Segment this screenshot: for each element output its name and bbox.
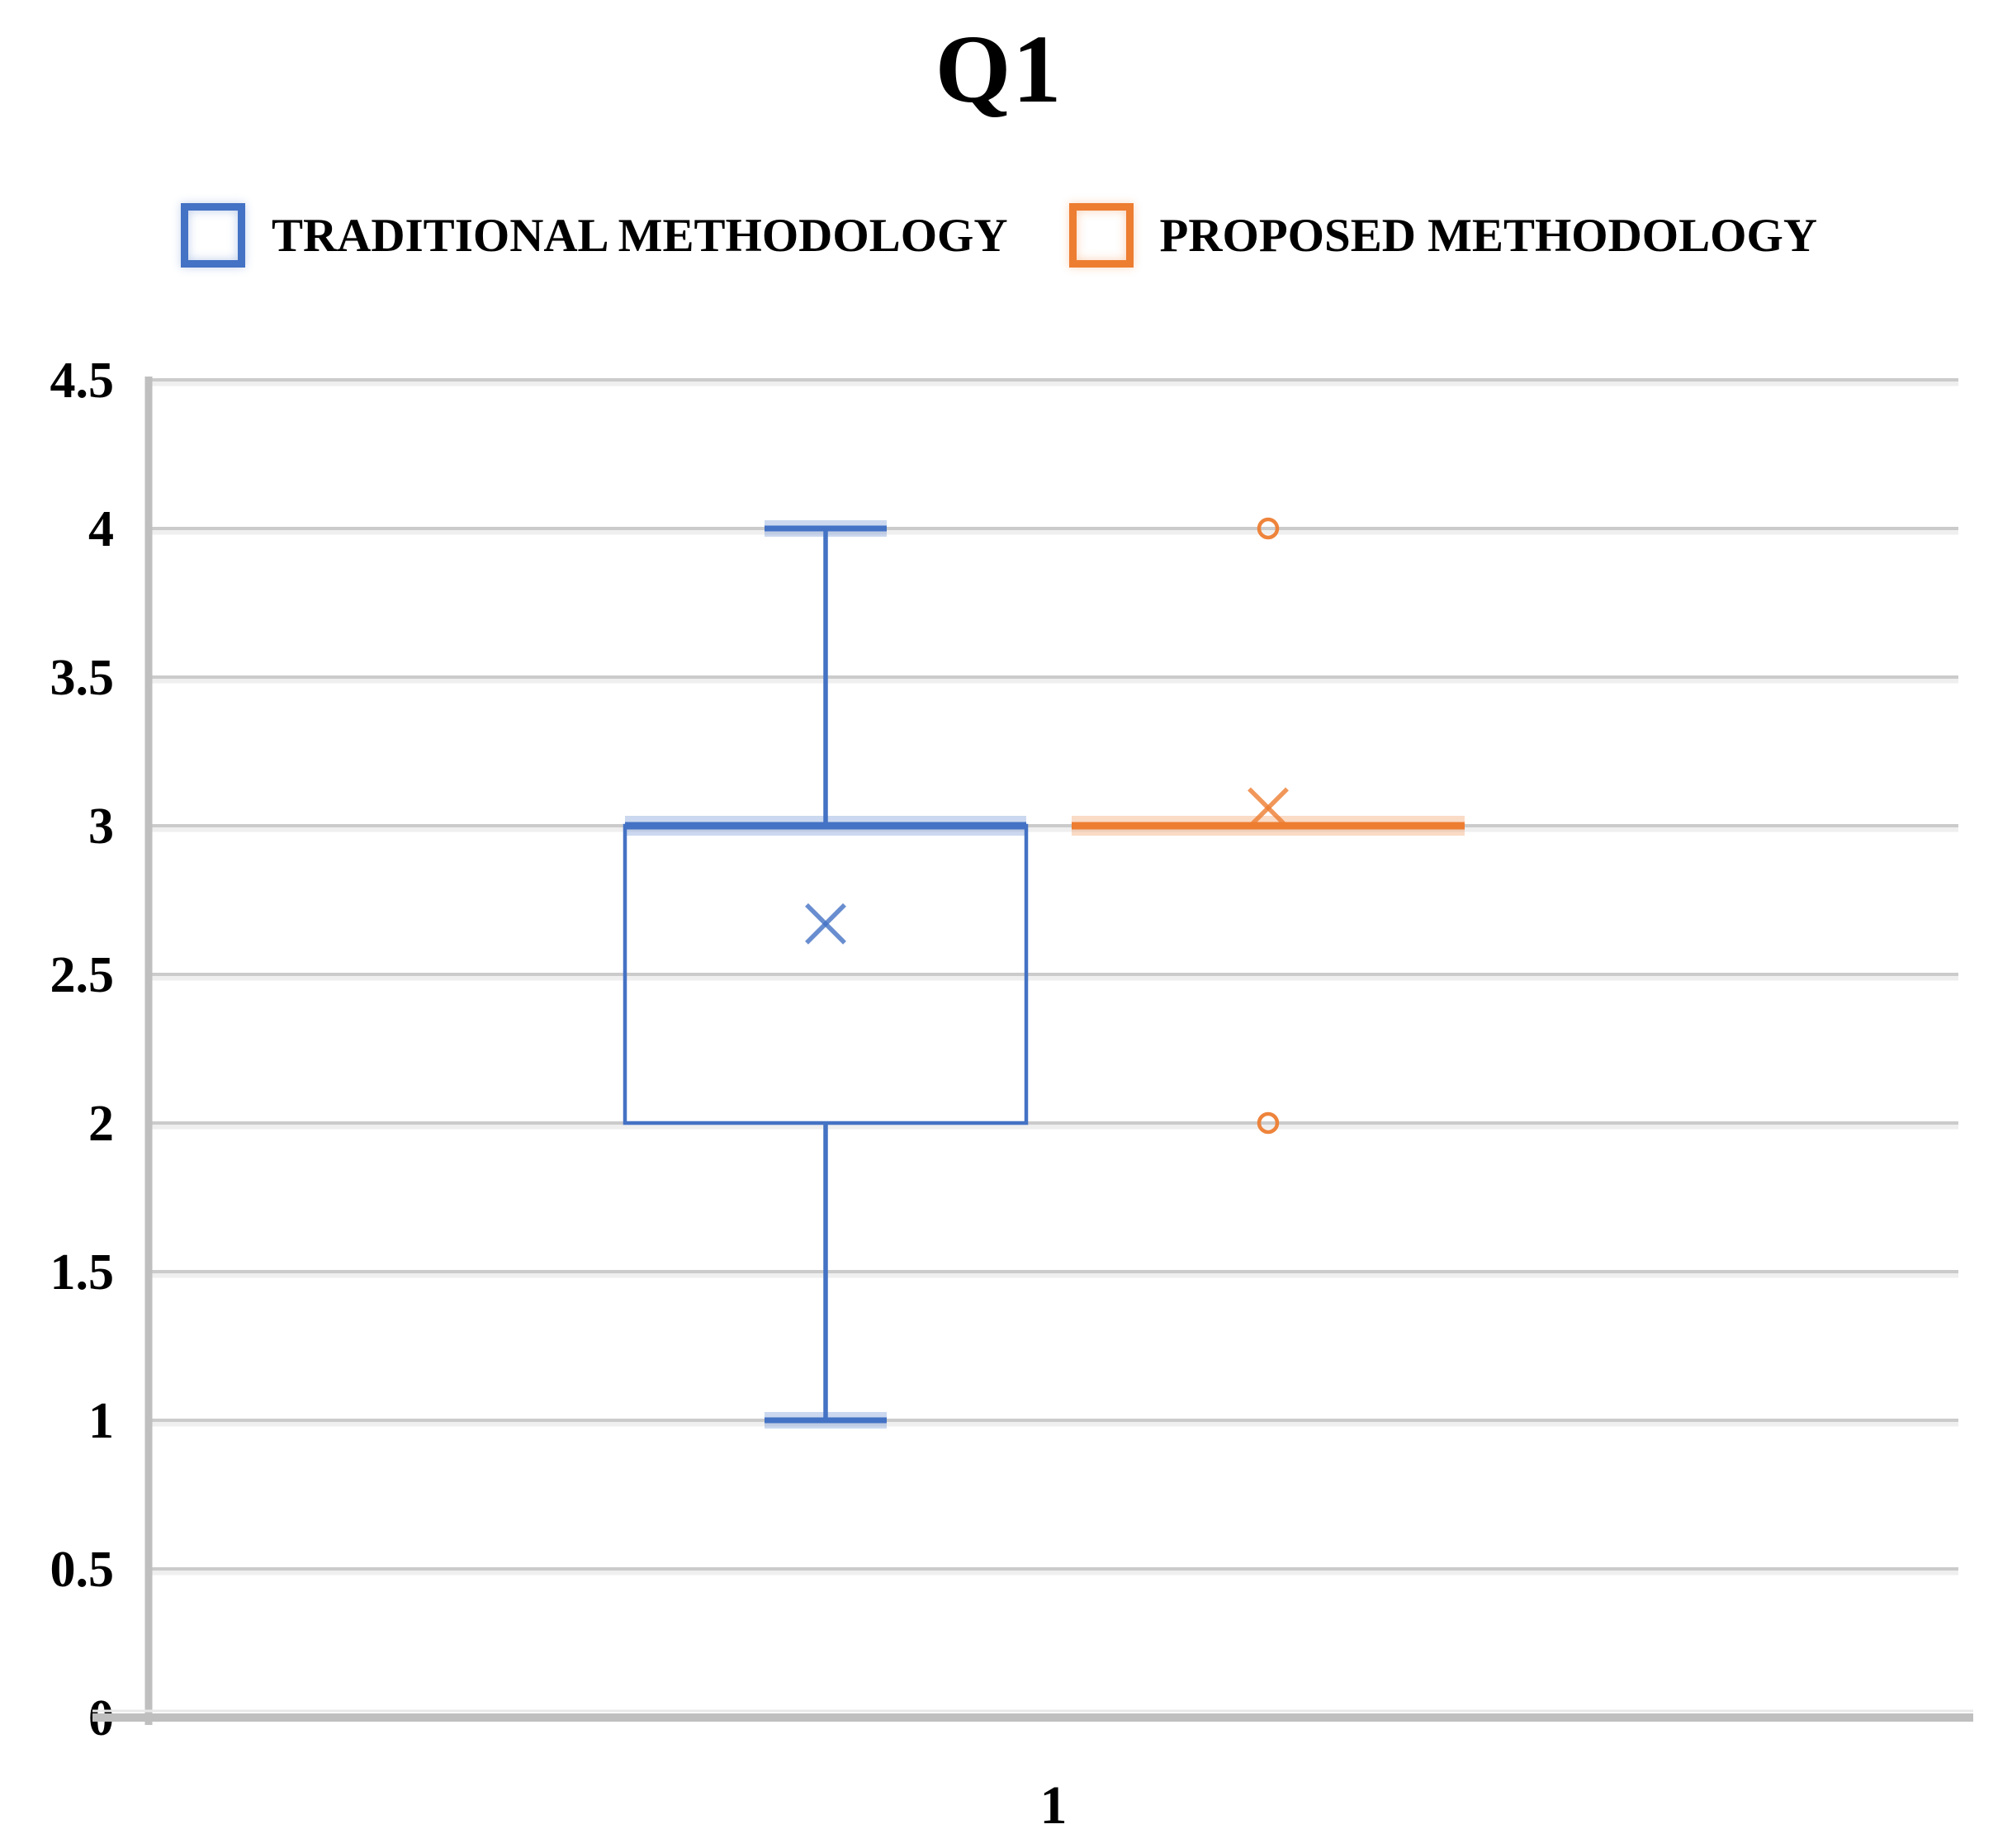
outlier-point (1257, 1111, 1280, 1135)
y-tick-label: 4.5 (50, 353, 115, 409)
y-tick-label: 2 (88, 1096, 114, 1152)
y-tick-label: 1 (88, 1393, 114, 1449)
mean-marker (1248, 787, 1289, 829)
outlier-point (1257, 517, 1280, 540)
mean-marker (805, 903, 846, 945)
y-tick-label: 2.5 (50, 947, 115, 1003)
legend-label-traditional: TRADITIONAL METHODOLOGY (271, 209, 1008, 262)
chart-title: Q1 (935, 15, 1063, 123)
y-tick-label: 0.5 (50, 1542, 115, 1598)
legend-item-proposed-methodology: PROPOSED METHODOLOGY (1068, 203, 1818, 268)
legend-swatch-orange-icon (1068, 203, 1134, 268)
y-tick-label: 3 (88, 798, 114, 855)
y-tick-label: 1.5 (50, 1244, 115, 1301)
y-tick-label: 4 (88, 501, 114, 557)
legend-swatch-blue-icon (180, 203, 245, 268)
x-category-label: 1 (1040, 1775, 1068, 1836)
legend-label-proposed: PROPOSED METHODOLOGY (1159, 209, 1818, 262)
legend-item-traditional-methodology: TRADITIONAL METHODOLOGY (180, 203, 1008, 268)
chart-legend: TRADITIONAL METHODOLOGY PROPOSED METHODO… (0, 203, 1998, 268)
y-tick-label: 3.5 (50, 650, 115, 706)
